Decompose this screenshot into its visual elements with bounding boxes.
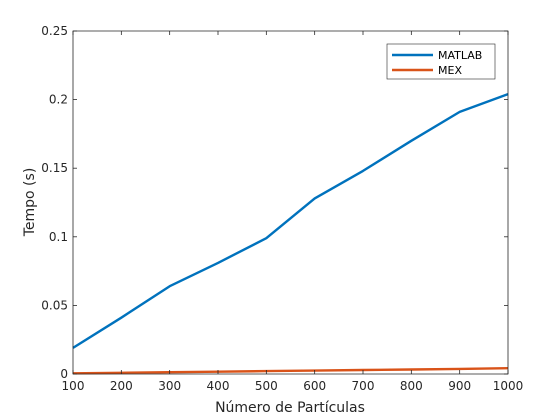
series-layer [72,92,509,375]
y-tick-label: 0.25 [41,24,68,38]
y-tick-label: 0.1 [49,230,68,244]
x-tick-label: 300 [158,379,181,393]
x-tick-label: 1000 [493,379,524,393]
legend: MATLAB MEX [386,43,496,80]
x-tick-label: 900 [448,379,471,393]
x-ticks: 100 200 300 400 500 600 700 800 900 1000 [62,31,524,393]
y-tick-label: 0.2 [49,93,68,107]
y-tick-label: 0.05 [41,298,68,312]
x-tick-label: 100 [62,379,85,393]
y-tick-label: 0.15 [41,161,68,175]
y-axis-label: Tempo (s) [22,168,38,238]
x-axis-label: Número de Partículas [215,400,365,416]
series-line-matlab [72,92,509,349]
legend-label-mex: MEX [438,64,462,77]
y-ticks: 0 0.05 0.1 0.15 0.2 0.25 [41,24,508,381]
plot-area [73,31,508,374]
x-tick-label: 600 [303,379,326,393]
x-tick-label: 500 [255,379,278,393]
x-tick-label: 400 [207,379,230,393]
legend-label-matlab: MATLAB [438,49,482,62]
x-tick-label: 800 [400,379,423,393]
series-line-mex [72,367,509,375]
y-tick-label: 0 [60,367,68,381]
legend-items: MATLAB MEX [392,49,482,77]
x-tick-label: 200 [110,379,133,393]
x-tick-label: 700 [352,379,375,393]
legend-box [386,43,496,80]
